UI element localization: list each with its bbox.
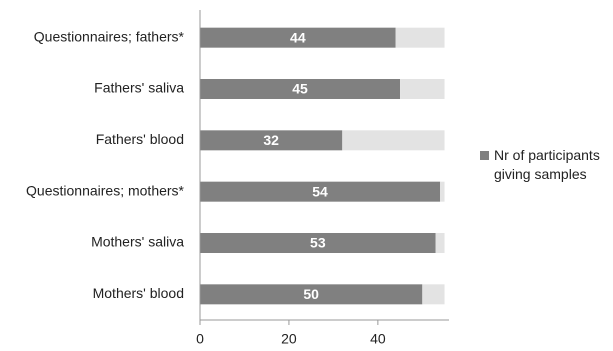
legend-label: Nr of participants giving samples [494, 147, 600, 182]
bar-segment [200, 27, 396, 48]
legend-swatch [480, 151, 489, 160]
y-tick-label: Mothers' blood [93, 285, 184, 301]
value-label: 50 [303, 286, 319, 302]
x-tick-label: 20 [281, 331, 297, 347]
bar-segment [342, 130, 445, 151]
y-tick-label: Fathers' blood [96, 131, 184, 147]
x-tick-label: 40 [370, 331, 386, 347]
bar-segment [422, 284, 445, 305]
y-tick-label: Mothers' saliva [91, 234, 184, 250]
bar-segment [200, 130, 343, 151]
bar-segment [440, 181, 445, 202]
value-label: 45 [292, 81, 308, 97]
value-label: 44 [290, 29, 306, 45]
x-tick-label: 0 [196, 331, 204, 347]
bar-segment [200, 79, 401, 99]
bar-segment [435, 233, 445, 253]
value-label: 54 [312, 183, 328, 199]
bar-segment [395, 27, 445, 48]
y-tick-label: Questionnaires; fathers* [34, 28, 185, 44]
y-tick-label: Fathers' saliva [94, 80, 184, 96]
bar-segment [200, 233, 436, 253]
bar-segment [400, 79, 445, 99]
bar-segment [200, 284, 423, 305]
value-label: 32 [263, 132, 279, 148]
value-label: 53 [310, 235, 326, 251]
bar-segment [200, 181, 441, 202]
y-tick-label: Questionnaires; mothers* [26, 182, 185, 198]
